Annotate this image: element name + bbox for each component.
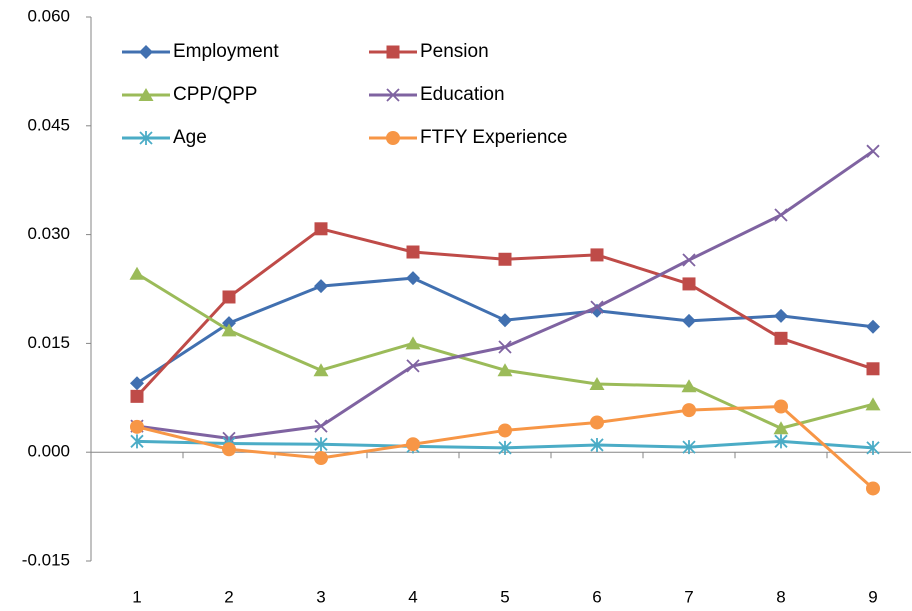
marker — [130, 419, 144, 434]
legend-label: Pension — [420, 41, 489, 62]
marker — [866, 362, 880, 376]
x-tick-label: 6 — [592, 587, 601, 606]
marker — [313, 363, 329, 377]
marker — [138, 88, 154, 101]
x-tick-label: 8 — [776, 587, 785, 606]
marker — [406, 437, 420, 452]
marker — [681, 379, 697, 393]
marker — [774, 399, 788, 414]
marker — [386, 88, 400, 102]
x-tick-label: 9 — [868, 587, 877, 606]
series — [129, 266, 881, 435]
marker — [866, 144, 880, 158]
marker — [590, 415, 604, 430]
marker — [314, 451, 328, 466]
marker — [590, 248, 604, 262]
y-tick-label: 0.045 — [27, 115, 70, 134]
marker — [774, 434, 788, 449]
marker — [774, 308, 788, 323]
marker — [222, 290, 236, 304]
marker — [314, 222, 328, 236]
marker — [314, 419, 328, 433]
marker — [406, 245, 420, 259]
series — [130, 222, 880, 403]
marker — [405, 336, 421, 350]
legend-entry: CPP/QPP — [122, 84, 257, 105]
marker — [498, 252, 512, 266]
marker — [406, 359, 420, 373]
y-tick-label: 0.030 — [27, 224, 70, 243]
legend-entry: Age — [122, 127, 207, 148]
marker — [222, 442, 236, 457]
y-tick-label: 0.000 — [27, 442, 70, 461]
x-tick-label: 3 — [316, 587, 325, 606]
y-tick-label: 0.060 — [27, 6, 70, 25]
marker — [682, 313, 696, 328]
series — [130, 144, 880, 446]
legend-entry: FTFY Experience — [369, 127, 567, 148]
marker — [221, 323, 237, 337]
marker — [498, 423, 512, 438]
marker — [589, 377, 605, 391]
marker — [866, 440, 880, 455]
x-tick-label: 1 — [132, 587, 141, 606]
legend-label: Education — [420, 84, 505, 105]
y-tick-label: -0.015 — [22, 550, 70, 569]
marker — [139, 45, 153, 59]
marker — [314, 437, 328, 452]
marker — [774, 331, 788, 345]
marker — [129, 266, 145, 280]
legend-label: Age — [173, 127, 207, 148]
marker — [865, 397, 881, 411]
x-tick-label: 4 — [408, 587, 417, 606]
marker — [139, 131, 153, 145]
marker — [590, 300, 604, 314]
legend-entry: Employment — [122, 41, 279, 62]
marker — [590, 437, 604, 452]
marker — [406, 271, 420, 286]
marker — [498, 340, 512, 354]
x-tick-label: 2 — [224, 587, 233, 606]
marker — [866, 319, 880, 334]
series-line — [136, 149, 874, 440]
marker — [498, 313, 512, 328]
marker — [130, 389, 144, 403]
marker — [682, 253, 696, 267]
y-tick-label: 0.015 — [27, 333, 70, 352]
marker — [498, 440, 512, 455]
marker — [682, 403, 696, 418]
legend-label: CPP/QPP — [173, 84, 257, 105]
marker — [774, 208, 788, 222]
x-tick-label: 5 — [500, 587, 509, 606]
series — [130, 399, 880, 496]
legend-entry: Pension — [369, 41, 489, 62]
marker — [130, 434, 144, 449]
legend-label: FTFY Experience — [420, 127, 567, 148]
legend-label: Employment — [173, 41, 279, 62]
series-line — [136, 272, 874, 430]
x-tick-label: 7 — [684, 587, 693, 606]
marker — [682, 440, 696, 455]
marker — [773, 421, 789, 435]
marker — [130, 376, 144, 391]
marker — [386, 45, 400, 59]
marker — [682, 277, 696, 291]
legend-entry: Education — [369, 84, 505, 105]
marker — [314, 279, 328, 294]
marker — [866, 481, 880, 496]
series — [130, 271, 880, 391]
marker — [497, 363, 513, 377]
marker — [386, 131, 400, 145]
